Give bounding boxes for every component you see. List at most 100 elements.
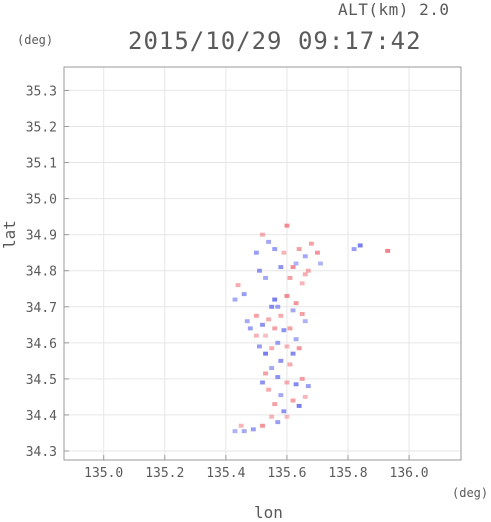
heatmap-cell: [296, 346, 302, 351]
heatmap-cell: [290, 308, 296, 313]
heatmap-cell: [269, 346, 275, 351]
heatmap-cell: [284, 223, 290, 228]
heatmap-cell: [296, 247, 302, 252]
heatmap-cell: [290, 265, 296, 270]
x-axis-label: lon: [254, 503, 283, 522]
heatmap-cell: [278, 265, 284, 270]
heatmap-cell: [281, 409, 287, 414]
y-tick-label: 35.0: [26, 193, 57, 208]
y-tick-label: 34.8: [26, 265, 57, 280]
heatmap-cell: [281, 328, 287, 333]
heatmap-cell: [299, 281, 305, 286]
heatmap-cell: [275, 420, 281, 425]
heatmap-cell: [293, 382, 299, 387]
heatmap-cell: [290, 351, 296, 356]
y-tick-label: 35.3: [26, 84, 57, 99]
heatmap-cell: [272, 247, 278, 252]
heatmap-cell: [299, 311, 305, 316]
x-tick-label: 135.8: [328, 466, 367, 481]
x-tick-label: 135.4: [206, 466, 245, 481]
y-tick-label: 35.2: [26, 120, 57, 135]
heatmap-cell: [266, 387, 272, 392]
heatmap-cell: [272, 326, 278, 331]
heatmap-cell: [296, 403, 302, 408]
heatmap-cell: [302, 254, 308, 259]
heatmap-cell: [315, 250, 320, 255]
heatmap-cell: [260, 380, 265, 385]
heatmap-cell: [287, 326, 293, 331]
heatmap-cell: [287, 275, 293, 280]
y-tick-label: 34.9: [26, 229, 57, 244]
x-tick-label: 135.0: [84, 466, 123, 481]
x-axis-unit: (deg): [452, 486, 489, 500]
heatmap-cell: [272, 402, 278, 407]
heatmap-cell: [263, 371, 268, 376]
x-tick-label: 135.2: [145, 466, 184, 481]
heatmap-cell: [232, 429, 238, 434]
heatmap-cell: [269, 304, 275, 309]
heatmap-cell: [263, 275, 268, 280]
heatmap-cell: [232, 297, 238, 302]
heatmap-cell: [253, 313, 259, 318]
x-tick-label: 136.0: [390, 466, 429, 481]
y-axis-unit: (deg): [17, 33, 54, 47]
heatmap-cell: [257, 344, 262, 349]
altitude-label: ALT(km) 2.0: [338, 0, 450, 19]
heatmap-cell: [351, 247, 357, 252]
heatmap-cell: [247, 326, 253, 331]
heatmap-cell: [266, 317, 272, 322]
heatmap-cell: [281, 250, 287, 255]
heatmap-cell: [284, 380, 290, 385]
heatmap-cell: [299, 376, 305, 381]
heatmap-cell: [257, 268, 262, 273]
heatmap-cell: [290, 398, 296, 403]
heatmap-cells: [232, 223, 391, 434]
heatmap-cell: [302, 394, 308, 399]
heatmap-cell: [253, 333, 259, 338]
heatmap-cell: [357, 243, 363, 248]
heatmap-cell: [260, 322, 265, 327]
heatmap-cell: [275, 340, 281, 345]
heatmap-cell: [260, 232, 265, 237]
heatmap-cell: [318, 261, 323, 266]
tick-labels: 135.0 135.2 135.4 135.6 135.8 136.0 34.3 34.4 34…: [26, 84, 429, 481]
heatmap-cell: [302, 319, 308, 324]
heatmap-cell: [235, 283, 241, 288]
grid-lines: [64, 67, 461, 460]
heatmap-cell: [284, 414, 290, 419]
y-tick-label: 34.7: [26, 301, 57, 316]
plot-frame: [63, 66, 462, 461]
heatmap-cell: [385, 248, 391, 253]
heatmap-cell: [241, 429, 247, 434]
heatmap-cell: [260, 423, 265, 428]
y-tick-label: 34.5: [26, 373, 57, 388]
y-tick-label: 35.1: [26, 157, 57, 172]
heatmap-cell: [266, 239, 272, 244]
heatmap-cell: [272, 297, 278, 302]
heatmap-cell: [253, 250, 259, 255]
heatmap-cell: [293, 261, 299, 266]
y-tick-label: 34.6: [26, 337, 57, 352]
heatmap-cell: [269, 366, 275, 371]
heatmap-cell: [305, 268, 311, 273]
heatmap-cell: [269, 414, 275, 419]
heatmap-cell: [284, 293, 290, 298]
timestamp-title: 2015/10/29 09:17:42: [128, 27, 422, 55]
y-tick-label: 34.3: [26, 445, 57, 460]
x-tick-label: 135.6: [267, 466, 306, 481]
heatmap-cell: [305, 384, 311, 389]
heatmap-cell: [302, 272, 308, 277]
heatmap-cell: [308, 241, 314, 246]
heatmap-cell: [238, 423, 244, 428]
heatmap-cell: [284, 344, 290, 349]
heatmap-cell: [241, 292, 247, 297]
heatmap-cell: [293, 337, 299, 342]
heatmap-cell: [250, 427, 256, 432]
heatmap-cell: [244, 319, 250, 324]
heatmap-cell: [275, 304, 281, 309]
heatmap-cell: [293, 301, 299, 306]
heatmap-cell: [263, 333, 268, 338]
heatmap-cell: [275, 375, 281, 380]
heatmap-cell: [278, 358, 284, 363]
